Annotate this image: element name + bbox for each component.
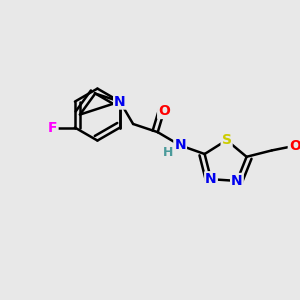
Text: S: S	[222, 133, 232, 147]
Text: N: N	[205, 172, 217, 186]
Text: N: N	[114, 94, 126, 109]
Text: N: N	[231, 174, 243, 188]
Text: O: O	[289, 139, 300, 153]
Text: N: N	[174, 138, 186, 152]
Text: F: F	[48, 121, 58, 135]
Text: H: H	[163, 146, 173, 159]
Text: O: O	[158, 104, 170, 118]
